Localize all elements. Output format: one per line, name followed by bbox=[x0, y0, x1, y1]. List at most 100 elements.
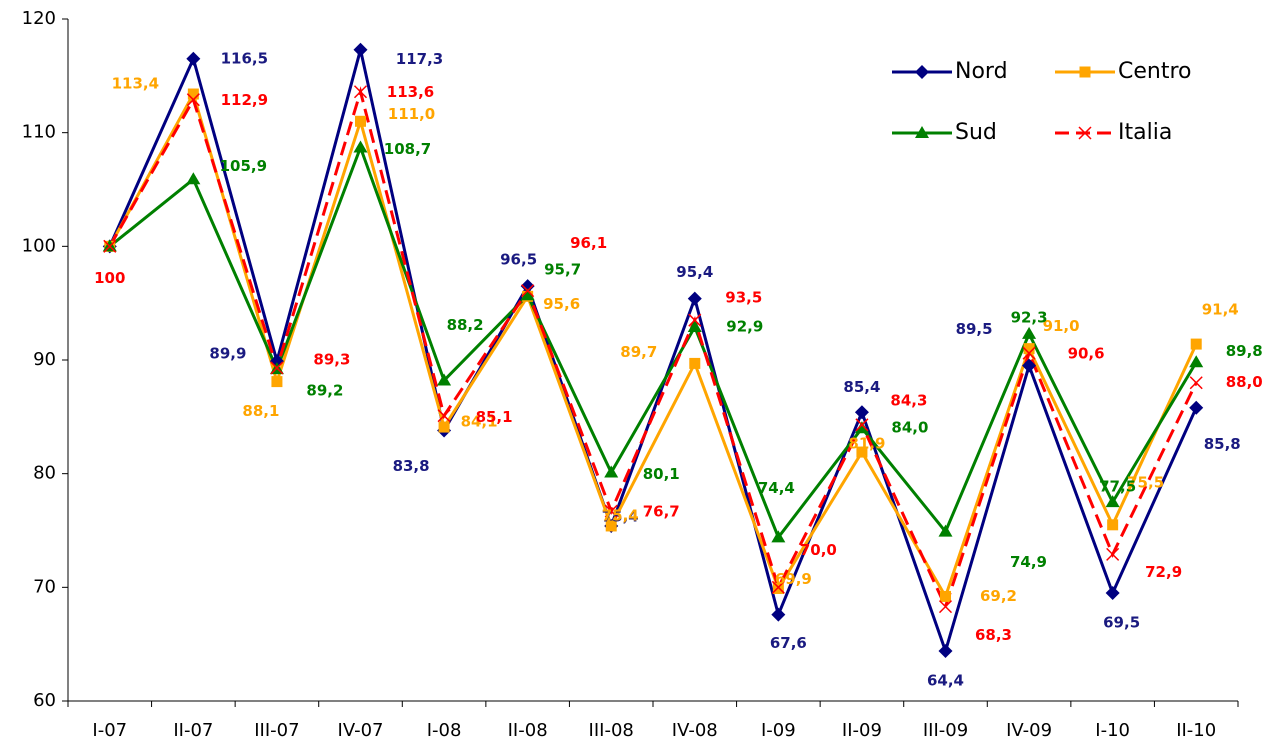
data-point bbox=[1105, 586, 1120, 601]
data-point bbox=[604, 504, 618, 518]
data-label: 69,2 bbox=[980, 587, 1017, 605]
data-point bbox=[520, 279, 535, 294]
data-point bbox=[1189, 400, 1204, 415]
x-tick-label: III-08 bbox=[589, 720, 634, 741]
legend-marker bbox=[1079, 66, 1091, 78]
data-point bbox=[605, 520, 617, 532]
data-label: 95,4 bbox=[676, 263, 713, 281]
data-point bbox=[438, 421, 450, 433]
data-label: 72,9 bbox=[1145, 563, 1182, 581]
data-point bbox=[854, 421, 869, 434]
data-point bbox=[854, 405, 869, 420]
x-tick-label: II-10 bbox=[1176, 720, 1216, 741]
data-point bbox=[520, 288, 535, 301]
legend-marker bbox=[915, 65, 929, 79]
data-point bbox=[437, 373, 452, 386]
data-label: 64,4 bbox=[927, 671, 964, 689]
x-tick-label: IV-08 bbox=[672, 720, 718, 741]
x-tick-label: I-10 bbox=[1095, 720, 1130, 741]
y-tick-label: 80 bbox=[33, 463, 56, 484]
x-tick-label: II-08 bbox=[508, 720, 548, 741]
x-tick-label: III-07 bbox=[254, 720, 299, 741]
y-tick-label: 70 bbox=[33, 576, 56, 597]
data-label: 89,8 bbox=[1226, 342, 1263, 360]
data-label: 113,4 bbox=[112, 75, 159, 93]
data-point bbox=[688, 313, 702, 327]
data-point bbox=[940, 590, 951, 602]
data-point bbox=[521, 284, 535, 298]
data-point bbox=[1107, 519, 1119, 531]
data-label: 105,9 bbox=[220, 157, 267, 175]
legend-marker bbox=[915, 126, 929, 138]
data-point bbox=[1023, 343, 1035, 355]
data-point bbox=[187, 88, 199, 100]
data-label: 69,9 bbox=[775, 570, 812, 588]
data-label: 75,4 bbox=[602, 507, 639, 525]
data-label: 90,6 bbox=[1068, 345, 1105, 363]
data-label: 69,5 bbox=[1103, 614, 1140, 632]
data-label: 89,3 bbox=[313, 350, 350, 368]
legend-label: Sud bbox=[955, 120, 997, 145]
data-point bbox=[771, 580, 785, 594]
y-tick-label: 110 bbox=[22, 122, 56, 143]
data-label: 117,3 bbox=[396, 50, 443, 68]
data-label: 85,1 bbox=[476, 408, 513, 426]
data-label: 91,4 bbox=[1202, 301, 1239, 319]
data-point bbox=[1190, 338, 1202, 350]
data-point bbox=[186, 51, 201, 66]
data-point bbox=[1105, 495, 1120, 508]
data-label: 68,3 bbox=[975, 626, 1012, 644]
data-label: 95,6 bbox=[543, 295, 580, 313]
data-point bbox=[270, 361, 284, 375]
legend-marker bbox=[1078, 126, 1092, 140]
data-point bbox=[355, 115, 366, 127]
series-line bbox=[108, 86, 1198, 611]
legend-label: Italia bbox=[1118, 120, 1172, 145]
y-tick-label: 120 bbox=[22, 8, 56, 29]
series-line bbox=[108, 143, 1198, 541]
data-point bbox=[1022, 358, 1037, 373]
data-point bbox=[1022, 326, 1037, 339]
data-point bbox=[938, 643, 953, 658]
data-point bbox=[186, 172, 201, 185]
data-point bbox=[1189, 355, 1204, 368]
data-label: 70,0 bbox=[800, 541, 837, 559]
data-point bbox=[437, 409, 451, 423]
data-point bbox=[1106, 547, 1120, 561]
data-label: 92,9 bbox=[726, 318, 763, 336]
data-point bbox=[103, 239, 117, 253]
data-point bbox=[687, 291, 702, 306]
data-point bbox=[772, 582, 784, 594]
data-label: 91,0 bbox=[1043, 317, 1080, 335]
data-point bbox=[353, 42, 368, 57]
data-label: 77,5 bbox=[1099, 478, 1136, 496]
data-label: 84,1 bbox=[461, 413, 498, 431]
data-label: 92,3 bbox=[1011, 308, 1048, 326]
data-point bbox=[1022, 346, 1036, 360]
data-label: 95,7 bbox=[544, 261, 581, 279]
data-label: 85,4 bbox=[843, 378, 880, 396]
data-label: 75,5 bbox=[1127, 473, 1164, 491]
data-point bbox=[855, 418, 869, 432]
data-point bbox=[689, 357, 701, 369]
data-point bbox=[938, 600, 953, 614]
data-point bbox=[856, 446, 868, 458]
data-label: 84,0 bbox=[891, 419, 928, 437]
data-label: 84,3 bbox=[890, 391, 927, 409]
y-tick-label: 90 bbox=[33, 349, 56, 370]
data-label: 116,5 bbox=[221, 49, 268, 67]
data-label: 67,6 bbox=[770, 634, 807, 652]
x-tick-label: I-08 bbox=[427, 720, 462, 741]
data-point bbox=[604, 465, 619, 478]
data-label: 96,5 bbox=[500, 251, 537, 269]
x-tick-label: IV-09 bbox=[1006, 720, 1052, 741]
data-label: 88,2 bbox=[447, 316, 484, 334]
y-tick-label: 100 bbox=[22, 235, 56, 256]
data-point bbox=[186, 93, 200, 107]
data-label: 81,9 bbox=[848, 435, 885, 453]
x-tick-label: I-07 bbox=[92, 720, 127, 741]
data-point bbox=[271, 376, 283, 388]
data-label: 83,8 bbox=[393, 457, 430, 475]
data-label: 89,5 bbox=[956, 320, 993, 338]
